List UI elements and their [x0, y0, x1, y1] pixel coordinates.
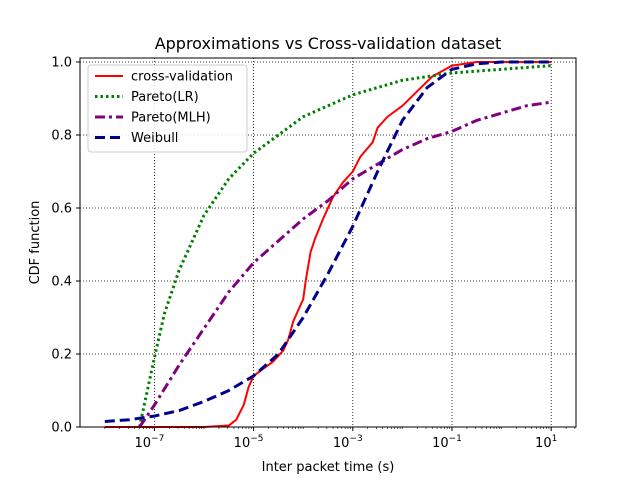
- series-line-pareto-mlh: [138, 100, 552, 428]
- y-tick-label: 0.8: [51, 129, 72, 144]
- y-tick-label: 0.4: [51, 275, 72, 290]
- x-tick-label: 10−1: [432, 434, 462, 451]
- x-tick-exponent: −3: [349, 434, 362, 444]
- x-tick-label: 10−3: [333, 434, 363, 451]
- x-tick-label: 101: [535, 434, 557, 451]
- legend-entry-label: Pareto(MLH): [131, 111, 211, 126]
- y-tick-label: 0.2: [51, 348, 72, 363]
- legend-entry-label: Weibull: [131, 131, 178, 146]
- x-tick-exponent: −5: [250, 434, 263, 444]
- x-tick-exponent: −7: [151, 434, 164, 444]
- x-tick-exponent: 1: [552, 434, 558, 444]
- axis-ticks: 10−7 10−5 10−3 10−1 101 0.0 0.2 0.4 0.6 0.8 1.0: [51, 56, 576, 451]
- series-line-weibull: [104, 60, 552, 424]
- y-axis-label: CDF function: [28, 201, 43, 285]
- y-tick-label: 0.0: [51, 421, 72, 436]
- x-tick-label: 10−5: [234, 434, 264, 451]
- series-line-pareto-lr: [138, 64, 552, 428]
- x-tick-exponent: −1: [449, 434, 462, 444]
- y-tick-label: 0.6: [51, 202, 72, 217]
- legend-box: [87, 64, 248, 153]
- series-line-cross-validation: [104, 61, 552, 428]
- plot-frame: [79, 57, 577, 428]
- legend-entry-label: cross-validation: [131, 70, 233, 85]
- y-tick-label: 1.0: [51, 56, 72, 71]
- x-axis-label: Inter packet time (s): [262, 460, 395, 475]
- x-tick-label: 10−7: [134, 434, 164, 451]
- series-lines: [104, 60, 552, 428]
- legend: cross-validation Pareto(LR) Pareto(MLH) Wei…: [87, 64, 248, 153]
- chart-title: Approximations vs Cross-validation datas…: [155, 34, 502, 53]
- legend-entry-label: Pareto(LR): [131, 90, 199, 105]
